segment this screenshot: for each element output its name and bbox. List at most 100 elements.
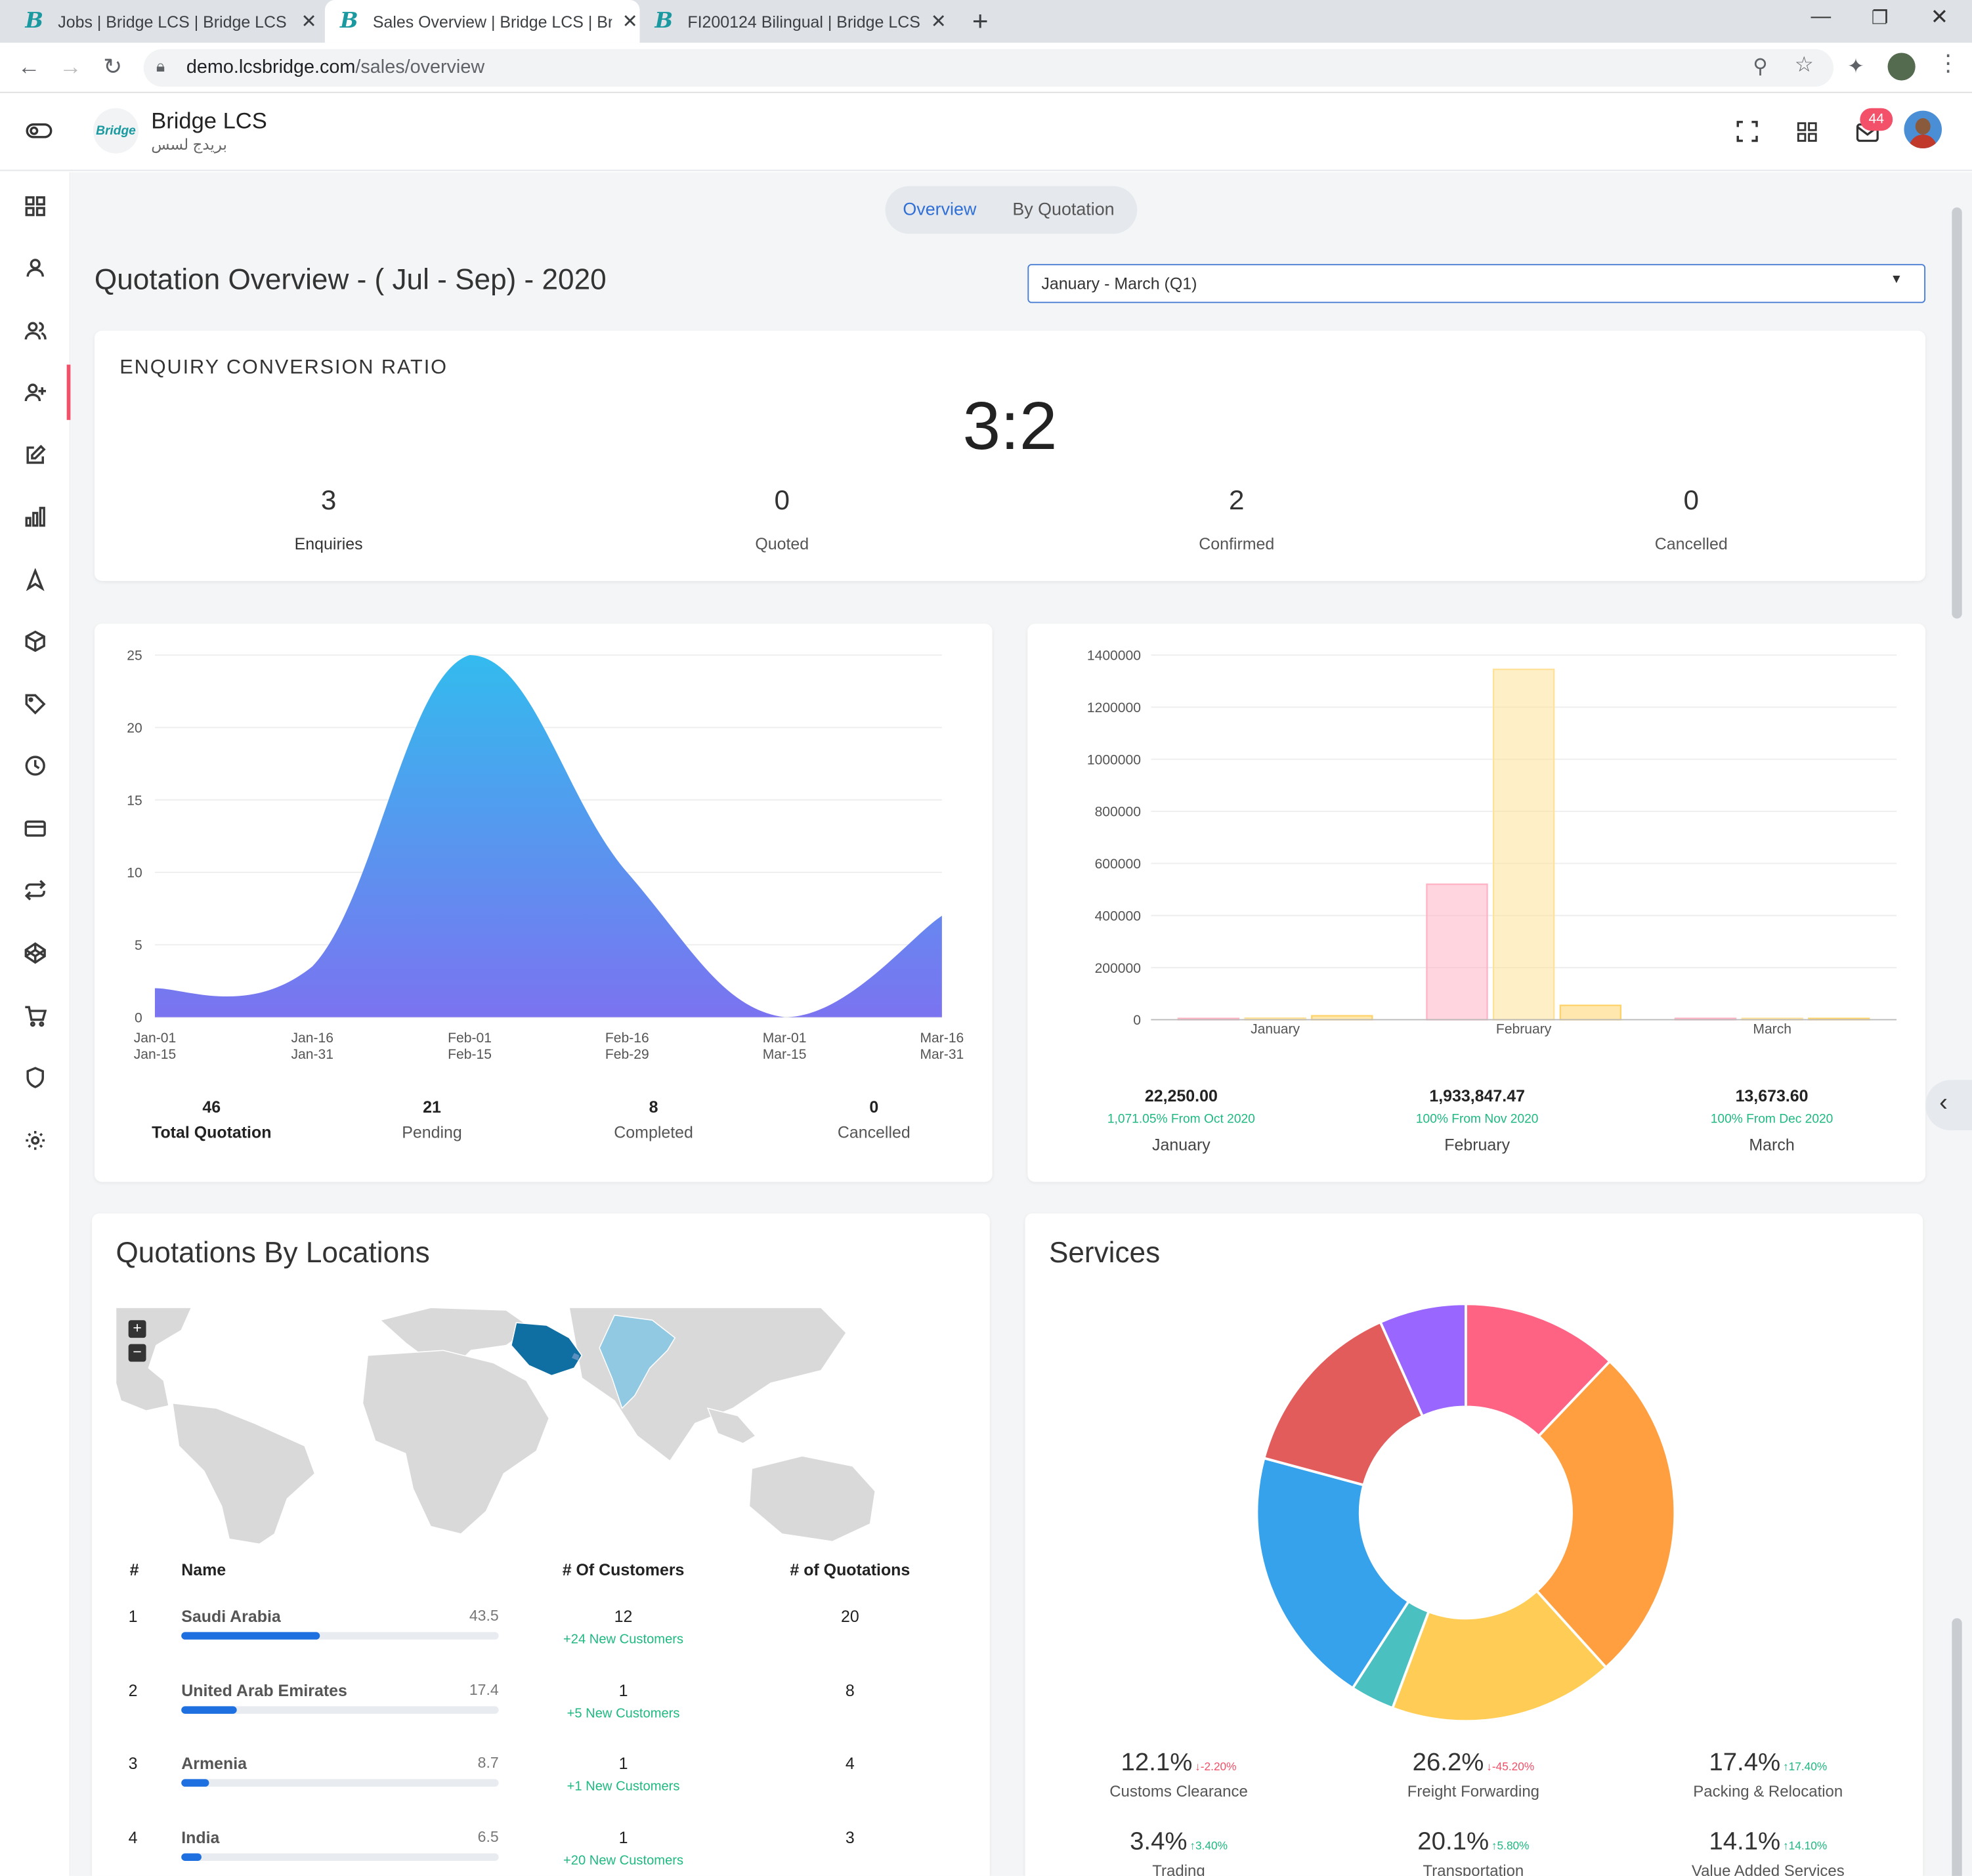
browser-tab[interactable]: B Jobs | Bridge LCS | Bridge LCS ✕: [0, 0, 321, 43]
new-customers: +24 New Customers: [563, 1632, 684, 1648]
right-panel-toggle[interactable]: ‹: [1925, 1080, 1972, 1131]
x-tick-label: Jan-31: [291, 1047, 333, 1062]
back-arrow-icon[interactable]: ←: [17, 54, 41, 79]
quotation-trend-card: 0 5 10 15 20 25 Jan-01 Jan-15 Jan-16 Jan-31 Feb-01…: [94, 624, 993, 1182]
customer-count: 1: [618, 1680, 628, 1699]
x-tick-label: February: [1496, 1022, 1552, 1037]
sidebar-item-profile[interactable]: [18, 250, 53, 286]
reload-icon[interactable]: ↻: [103, 54, 123, 79]
lock-icon: 🔒︎: [156, 56, 165, 75]
world-map[interactable]: [116, 1308, 942, 1545]
url-omnibox[interactable]: 🔒︎ demo.lcsbridge.com/sales/overview ⚲ ☆: [143, 49, 1834, 87]
x-tick-label: Mar-15: [763, 1047, 807, 1062]
sidebar-item-navigation[interactable]: [18, 562, 53, 597]
month-change-text: 1,071.05% From Oct 2020: [1107, 1113, 1255, 1127]
map-region-south-america: [171, 1402, 316, 1545]
sidebar-item-transfers[interactable]: [18, 872, 53, 908]
progress-fill: [181, 1632, 320, 1640]
close-tab-icon[interactable]: ✕: [301, 11, 317, 33]
shield-icon: [26, 1067, 44, 1088]
sidebar-item-edit[interactable]: [18, 438, 53, 473]
close-window-icon[interactable]: ✕: [1930, 5, 1949, 30]
sidebar-item-tags[interactable]: [18, 687, 53, 722]
browser-menu-icon[interactable]: ⋮: [1937, 50, 1960, 75]
browser-tab[interactable]: B FI200124 Bilingual | Bridge LCS ✕: [639, 0, 954, 43]
service-label: Customs Clearance: [1109, 1783, 1248, 1801]
map-zoom-in-icon[interactable]: +: [128, 1319, 146, 1338]
service-label: Freight Forwarding: [1407, 1783, 1540, 1801]
package-icon: [25, 630, 45, 652]
row-index: 3: [128, 1754, 138, 1773]
toggle-sidebar-icon[interactable]: [25, 121, 53, 141]
bar: [1426, 883, 1488, 1021]
close-tab-icon[interactable]: ✕: [930, 11, 947, 33]
conversion-ratio: 3:2: [962, 388, 1058, 464]
revenue-bar-chart: 0 200000 400000 600000 800000 1000000 1200000 1…: [1087, 649, 1897, 1037]
x-tick-label: Feb-01: [448, 1031, 492, 1046]
sidebar: [0, 172, 71, 1876]
stat-value: 0: [774, 484, 790, 516]
month-change-text: 100% From Dec 2020: [1710, 1113, 1833, 1127]
sidebar-item-packages[interactable]: [18, 624, 53, 659]
apps-grid-icon[interactable]: [1797, 122, 1817, 142]
extensions-icon[interactable]: ✦: [1847, 56, 1864, 78]
app-logo: Bridge: [93, 108, 139, 154]
user-avatar[interactable]: [1904, 110, 1942, 149]
service-pct-line: 14.1% ↑14.10%: [1621, 1828, 1916, 1857]
minimize-window-icon[interactable]: —: [1811, 6, 1832, 28]
donut-slice: [1535, 1359, 1677, 1669]
stat-label: Confirmed: [1199, 534, 1275, 553]
sidebar-item-sales[interactable]: [18, 375, 53, 410]
service-pct-line: 12.1% ↓-2.20%: [1031, 1749, 1326, 1778]
service-pct-line: 26.2% ↓-45.20%: [1326, 1749, 1621, 1778]
month-change: 100% From Dec 2020: [1658, 1113, 1885, 1126]
country-name: Saudi Arabia: [181, 1607, 281, 1626]
restore-window-icon[interactable]: ❐: [1871, 7, 1889, 30]
sidebar-item-settings[interactable]: [18, 1123, 53, 1159]
period-select[interactable]: January - March (Q1) ▼: [1027, 264, 1926, 303]
scrollbar-thumb[interactable]: [1952, 207, 1962, 619]
sidebar-item-security[interactable]: [18, 1060, 53, 1096]
period-select-value: January - March (Q1): [1041, 274, 1197, 293]
tab-by-quotation[interactable]: By Quotation: [1012, 198, 1115, 219]
locations-card: Quotations By Locations + − # Name # Of …: [92, 1213, 990, 1876]
forward-arrow-icon[interactable]: →: [59, 54, 82, 79]
col-header-index: #: [129, 1560, 139, 1579]
services-donut-chart: [1255, 1302, 1677, 1723]
stat-value: 0: [1683, 484, 1700, 516]
sidebar-item-users[interactable]: [18, 313, 53, 349]
x-tick-label: Mar-16: [920, 1031, 964, 1046]
progress-track: [181, 1632, 499, 1640]
profile-avatar[interactable]: [1887, 53, 1916, 81]
sidebar-item-reports[interactable]: [18, 499, 53, 534]
bookmark-star-icon[interactable]: ☆: [1794, 53, 1814, 77]
browser-tab-title: FI200124 Bilingual | Bridge LCS: [687, 12, 920, 31]
main-content: Overview By Quotation Quotation Overview…: [70, 172, 1972, 1876]
y-tick-label: 1000000: [1087, 752, 1141, 767]
sidebar-item-payments[interactable]: [18, 811, 53, 846]
close-tab-icon[interactable]: ✕: [622, 11, 638, 33]
summary-value: 46: [202, 1098, 221, 1117]
map-zoom-out-icon[interactable]: −: [128, 1344, 146, 1362]
sidebar-item-dashboard[interactable]: [18, 188, 53, 224]
sidebar-item-cart[interactable]: [18, 998, 53, 1034]
country-name: Armenia: [181, 1754, 247, 1773]
browser-tab-active[interactable]: B Sales Overview | Bridge LCS | Bridge L…: [324, 0, 640, 43]
progress-track: [181, 1852, 499, 1860]
new-tab-plus-icon[interactable]: +: [972, 5, 989, 37]
view-tabs: Overview By Quotation: [885, 186, 1138, 234]
scrollbar-thumb[interactable]: [1952, 1618, 1962, 1876]
x-tick-label: Jan-16: [291, 1031, 333, 1046]
zoom-icon[interactable]: ⚲: [1753, 56, 1768, 78]
col-header-quotations: # of Quotations: [790, 1560, 911, 1579]
tab-overview[interactable]: Overview: [903, 198, 977, 219]
bar: [1492, 668, 1555, 1021]
service-pct: 20.1%: [1417, 1828, 1490, 1856]
row-index: 4: [128, 1827, 138, 1846]
fullscreen-icon[interactable]: [1736, 121, 1758, 142]
sidebar-item-history[interactable]: [18, 748, 53, 784]
area-series: [154, 654, 942, 1017]
y-tick-label: 10: [127, 866, 142, 881]
service-stat: 26.2% ↓-45.20% Freight Forwarding: [1326, 1749, 1621, 1801]
sidebar-item-modules[interactable]: [18, 935, 53, 971]
